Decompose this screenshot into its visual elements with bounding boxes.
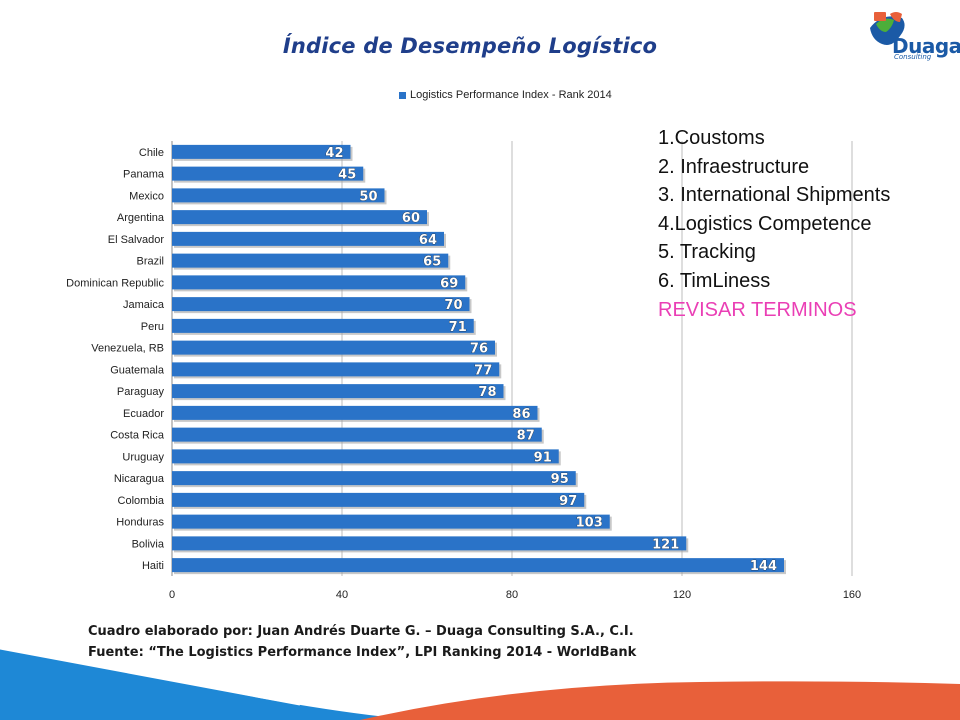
note-item: 2. Infraestructure [658, 155, 810, 178]
bar [172, 144, 351, 159]
category-label: Brazil [136, 256, 164, 268]
data-label: 144 [750, 559, 777, 574]
category-label: Honduras [116, 517, 164, 529]
category-label: Dominican Republic [66, 277, 164, 289]
data-label: 121 [652, 537, 679, 552]
data-label: 95 [551, 472, 569, 487]
decorative-wave [0, 646, 960, 720]
bar [172, 405, 538, 420]
source-footer: Cuadro elaborado por: Juan Andrés Duarte… [88, 621, 636, 663]
page-title: Índice de Desempeño Logístico [282, 34, 658, 58]
note-item: 5. Tracking [658, 241, 756, 264]
bar-chart: 0 40 80 120 160 Chile 42 Panama 45 Mexico 50 Argent… [66, 141, 861, 601]
data-label: 42 [325, 146, 343, 161]
bar [172, 275, 466, 290]
x-tick-label: 120 [673, 589, 691, 601]
bar [172, 384, 504, 399]
category-label: Uruguay [122, 451, 164, 463]
note-item: 3. International Shipments [658, 184, 891, 207]
bar [172, 318, 474, 333]
category-label: Venezuela, RB [91, 343, 164, 355]
bar [172, 253, 449, 268]
data-label: 60 [402, 211, 420, 226]
category-label: Panama [123, 169, 165, 181]
category-label: Guatemala [110, 364, 165, 376]
data-label: 69 [440, 276, 458, 291]
bar [172, 231, 444, 246]
category-label: Costa Rica [110, 430, 165, 442]
data-label: 87 [517, 429, 535, 444]
bar [172, 449, 559, 464]
logo-name: Duaga [892, 34, 960, 58]
x-tick-label: 80 [506, 589, 518, 601]
notes-list: 1.Coustoms 2. Infraestructure 3. Interna… [658, 124, 890, 324]
duaga-logo-icon [870, 12, 905, 45]
category-label: Nicaragua [114, 473, 165, 485]
source-credit: Fuente: “The Logistics Performance Index… [88, 645, 637, 660]
legend-label: Logistics Performance Index - Rank 2014 [410, 89, 612, 101]
review-warning: REVISAR TERMINOS [658, 298, 857, 321]
category-label: Peru [141, 321, 164, 333]
data-label: 70 [444, 298, 462, 313]
bar [172, 340, 495, 355]
data-label: 78 [478, 385, 496, 400]
bar [172, 362, 500, 377]
category-label: Jamaica [123, 299, 165, 311]
bar [172, 166, 364, 181]
bar [172, 558, 784, 573]
bar [172, 471, 576, 486]
x-tick-label: 0 [169, 589, 175, 601]
data-label: 77 [474, 363, 492, 378]
category-label: Chile [139, 147, 164, 159]
data-label: 71 [449, 320, 467, 335]
data-label: 64 [419, 233, 437, 248]
x-tick-label: 160 [843, 589, 861, 601]
category-label: Ecuador [123, 408, 164, 420]
note-item: 6. TimLiness [658, 269, 771, 292]
x-tick-label: 40 [336, 589, 348, 601]
bar [172, 427, 542, 442]
bar [172, 492, 585, 507]
category-label: Mexico [129, 190, 164, 202]
logo-subtitle: Consulting [894, 53, 932, 61]
data-label: 65 [423, 255, 441, 270]
chart-legend: Logistics Performance Index - Rank 2014 [399, 89, 612, 101]
category-label: Bolivia [132, 538, 165, 550]
author-credit: Cuadro elaborado por: Juan Andrés Duarte… [88, 624, 634, 639]
bar [172, 536, 687, 551]
data-label: 50 [359, 189, 377, 204]
bar [172, 514, 610, 529]
bar [172, 297, 470, 312]
note-item: 4.Logistics Competence [658, 212, 872, 235]
category-label: Haiti [142, 560, 164, 572]
data-label: 76 [470, 342, 488, 357]
category-label: Argentina [117, 212, 165, 224]
bar [172, 210, 427, 225]
legend-swatch [399, 91, 406, 99]
data-label: 103 [576, 516, 603, 531]
note-item: 1.Coustoms [658, 127, 765, 149]
data-label: 97 [559, 494, 577, 509]
category-label: Colombia [118, 495, 165, 507]
data-label: 91 [534, 450, 552, 465]
data-label: 45 [338, 168, 356, 183]
bar [172, 188, 385, 203]
category-label: El Salvador [108, 234, 165, 246]
data-label: 86 [512, 407, 530, 422]
category-label: Paraguay [117, 386, 165, 398]
